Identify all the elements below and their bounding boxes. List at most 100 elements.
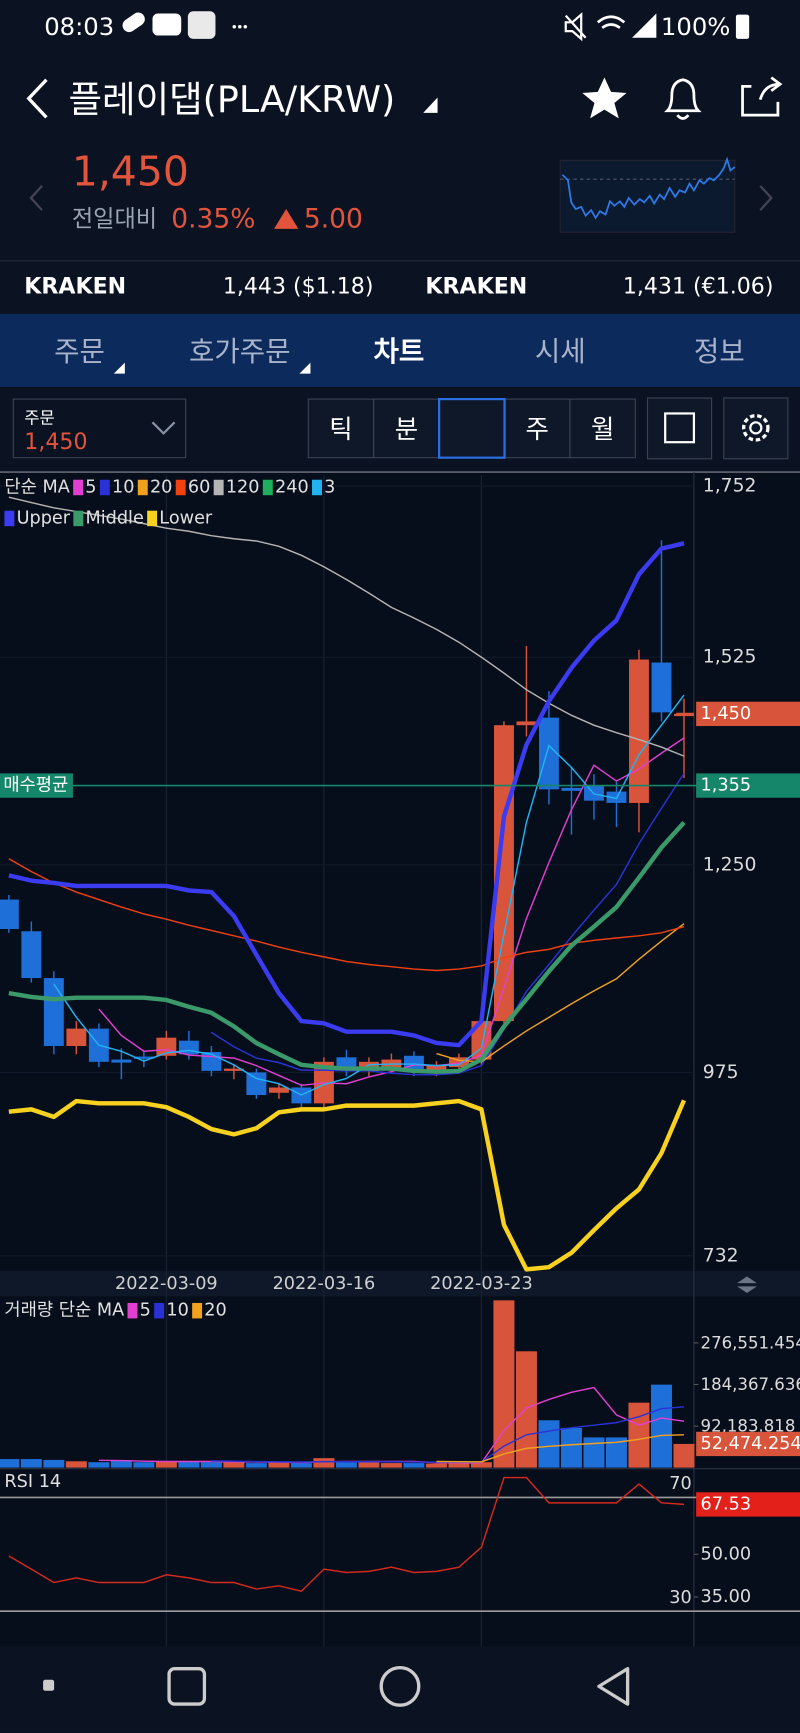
period-button[interactable] [438,397,506,459]
average-value-label: 1,355 [701,776,752,796]
nav-dot[interactable] [43,1679,55,1691]
legend-label: Lower [159,508,213,528]
current-rsi-box [696,1492,800,1517]
legend-label: 5 [140,1301,151,1321]
volume-bar [583,1437,605,1468]
y-tick-label: 184,367.636 [701,1375,800,1394]
volume-bar [223,1462,245,1468]
nav-home[interactable] [379,1665,421,1707]
favorite-button[interactable] [582,77,627,119]
tab[interactable]: 주문 [54,335,105,368]
y-tick-label: 92,183.818 [701,1417,796,1436]
volume-bar [200,1462,222,1468]
candle-body [43,978,64,1046]
alert-button[interactable] [664,78,702,120]
y-tick-label: 1,250 [703,854,757,875]
tab[interactable]: 차트 [373,335,424,368]
y-tick-label: 276,551.454 [701,1333,800,1352]
ma-line [210,773,685,1076]
back-button[interactable] [26,78,48,119]
draw-button[interactable] [646,397,713,460]
settings-button[interactable] [723,397,789,460]
band-line [8,1098,687,1272]
next-button[interactable] [759,185,773,211]
ma-line [53,694,685,1096]
current-price-label: 1,450 [701,704,752,724]
candle-body [674,713,694,717]
level-label: 70 [669,1474,691,1494]
ma-line [98,737,685,1087]
tab[interactable]: 호가주문 [189,335,291,368]
tab[interactable]: 시세 [535,335,586,368]
prev-button[interactable] [29,185,43,211]
legend-swatch [4,510,15,527]
level-label: 30 [669,1588,691,1608]
change-rate: 0.35% [171,203,255,234]
volume-bar [290,1463,312,1468]
candle-body [561,787,582,791]
tab-dropdown-icon [113,362,125,374]
band-line [8,541,685,1048]
ma-line [8,496,685,757]
period-button[interactable] [569,398,636,459]
up-triangle [274,209,299,229]
candle-body [246,1072,267,1096]
average-tag [0,773,73,798]
volume-bar [470,1462,492,1468]
legend-label: 10 [166,1301,188,1321]
change-label: 전일대비 [72,205,157,232]
candle-body [426,1065,447,1071]
volume-bar [605,1437,627,1468]
volume-bar [65,1461,87,1468]
candle-body [0,899,19,929]
candle-body [133,1056,154,1059]
period-button[interactable] [373,398,440,459]
settings-icon-center [749,421,763,435]
candle-body [111,1059,132,1063]
rsi-line [8,1476,685,1593]
order-box-value: 1,450 [24,429,87,455]
period-label: 주 [526,414,549,444]
settings-icon [741,414,770,442]
current-volume-box [696,1431,800,1457]
volume-bar [380,1463,402,1468]
tabs: 주문 호가주문 차트 시세 정보 [54,335,745,374]
x-tick-label: 2022-03-23 [430,1274,533,1294]
resize-handle[interactable] [737,1276,757,1294]
y-tick-label: 732 [703,1245,739,1266]
volume-bar [515,1351,537,1468]
date-strip [0,1270,800,1297]
tab-dropdown-icon [299,362,311,374]
exchange-name: KRAKEN [24,273,126,299]
volume-bar [133,1462,155,1468]
volume-bar [110,1460,132,1468]
y-tick-label: 1,752 [703,475,757,496]
legend-label: 3 [324,477,335,497]
volume-bar [425,1463,447,1468]
average-value-box [696,773,800,798]
candle-body [268,1087,289,1093]
draw-icon [664,412,696,444]
nav-back[interactable] [597,1667,630,1706]
period-button[interactable] [307,398,375,459]
order-box[interactable] [12,398,187,459]
volume-bar [628,1402,650,1468]
volume-bar [538,1420,560,1468]
status-time: 08:03 [44,12,114,41]
volume-bar [268,1462,290,1468]
y-tick-label: 1,525 [703,647,757,668]
page-title[interactable]: 플레이댑(PLA/KRW) [69,78,396,121]
tab[interactable]: 정보 [694,335,745,368]
legend-swatch [213,479,224,496]
legend-swatch [137,479,148,496]
volume-ma-line [436,1434,684,1463]
nav-bar [0,1646,800,1733]
legend-swatch [262,479,273,496]
period-button[interactable] [503,398,571,459]
volume-bar [650,1384,672,1468]
current-price-box [696,701,800,727]
legend-swatch [73,510,84,527]
nav-recent[interactable] [167,1667,207,1706]
share-button[interactable] [741,76,783,117]
